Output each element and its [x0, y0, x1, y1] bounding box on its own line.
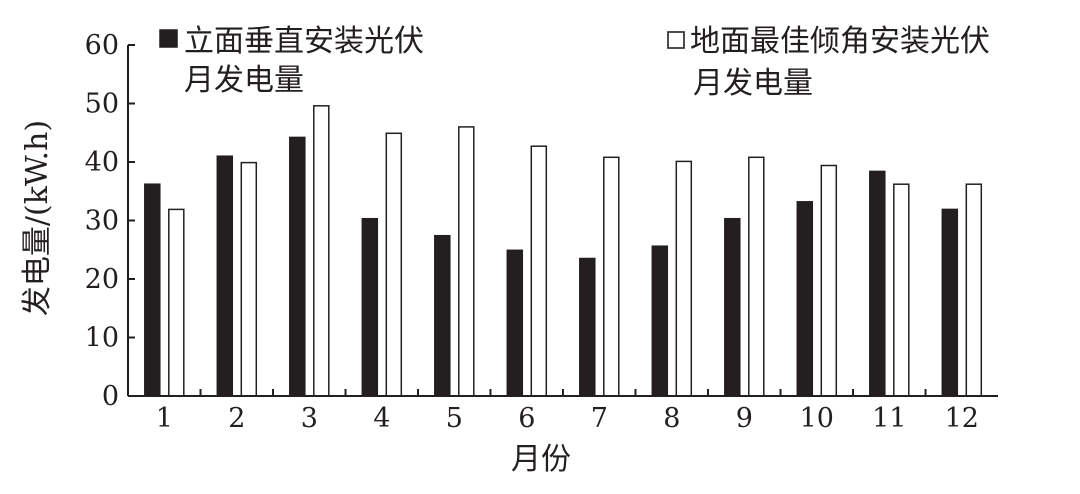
bar-series-1-month-11 — [869, 170, 886, 397]
bar-series-2-month-8 — [675, 160, 693, 397]
bar-series-1-month-1 — [144, 183, 161, 397]
legend-swatch-series-1 — [159, 29, 178, 48]
legend-label-series-2-line2: 月发电量 — [693, 66, 813, 101]
y-tick-label-60: 60 — [85, 30, 119, 61]
bar-series-2-month-9 — [748, 156, 765, 397]
x-tick-label-8: 8 — [663, 403, 680, 434]
x-tick-label-1: 1 — [156, 403, 173, 434]
bar-series-1-month-5 — [434, 234, 451, 397]
legend-item-series-1: 立面垂直安装光伏 月发电量 — [159, 24, 424, 98]
bar-series-2-month-5 — [458, 126, 475, 397]
bar-series-1-month-12 — [941, 208, 959, 397]
legend-item-series-2: 地面最佳倾角安装光伏 月发电量 — [667, 24, 990, 101]
y-tick-label-10: 10 — [85, 323, 119, 354]
legend-label-series-2-line1: 地面最佳倾角安装光伏 — [690, 24, 990, 59]
y-tick-label-50: 50 — [85, 89, 119, 120]
x-tick-label-5: 5 — [446, 403, 463, 434]
legend: 立面垂直安装光伏 月发电量 地面最佳倾角安装光伏 月发电量 — [159, 24, 990, 101]
x-tick-label-11: 11 — [872, 403, 906, 434]
legend-label-series-1-line2: 月发电量 — [184, 63, 304, 98]
bar-series-1-month-9 — [724, 217, 741, 397]
y-axis-label: 发电量/(kW.h) — [20, 120, 55, 316]
bar-series-1-month-7 — [579, 257, 596, 397]
bar-series-1-month-8 — [651, 245, 669, 397]
y-tick-label-40: 40 — [85, 147, 119, 178]
y-tick-label-20: 20 — [85, 264, 119, 295]
bar-series-2-month-6 — [530, 145, 548, 397]
x-tick-label-4: 4 — [373, 403, 390, 434]
bar-series-1-month-3 — [289, 136, 306, 397]
bar-series-2-month-3 — [313, 105, 330, 397]
bar-series-2-month-11 — [893, 183, 910, 397]
x-tick-label-12: 12 — [945, 403, 979, 434]
bar-series-2-month-12 — [965, 183, 983, 397]
x-tick-label-10: 10 — [800, 403, 834, 434]
bars-layer — [144, 105, 983, 397]
x-tick-label-3: 3 — [301, 403, 318, 434]
x-tick-label-9: 9 — [736, 403, 753, 434]
bar-series-2-month-2 — [240, 161, 258, 397]
bar-series-1-month-6 — [506, 249, 524, 397]
bar-series-2-month-10 — [820, 164, 838, 397]
x-tick-label-6: 6 — [518, 403, 535, 434]
axes-layer — [127, 44, 998, 397]
bar-series-2-month-7 — [603, 156, 620, 397]
x-axis-label: 月份 — [511, 442, 571, 477]
x-tick-label-7: 7 — [591, 403, 608, 434]
legend-label-series-1-line1: 立面垂直安装光伏 — [184, 24, 424, 59]
y-tick-label-30: 30 — [85, 206, 119, 237]
bar-series-1-month-2 — [216, 155, 234, 397]
bar-series-2-month-1 — [168, 208, 185, 397]
legend-swatch-series-2 — [667, 31, 685, 49]
y-tick-label-0: 0 — [102, 381, 119, 412]
bar-series-1-month-4 — [361, 217, 379, 397]
x-tick-label-2: 2 — [228, 403, 245, 434]
bar-series-2-month-4 — [385, 132, 403, 397]
bar-series-1-month-10 — [796, 201, 814, 397]
